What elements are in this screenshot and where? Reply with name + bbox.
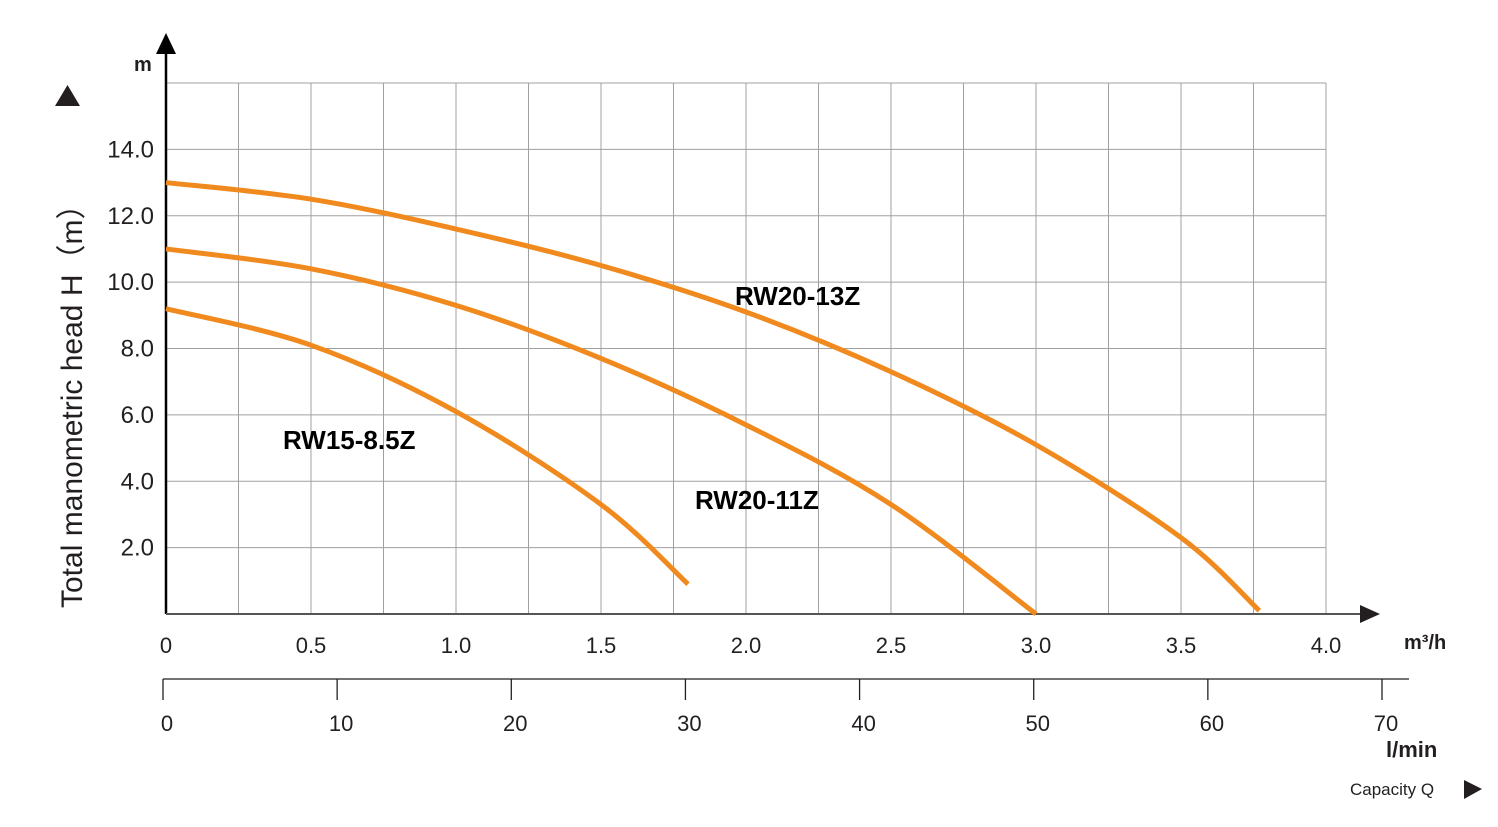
series-label-rw20-13z: RW20-13Z xyxy=(735,281,860,311)
tick-labels: 0 0.5 1.0 1.5 2.0 2.5 3.0 3.5 4.0 0 10 20 30 40 50 60 70… xyxy=(107,136,1398,736)
series-label-rw15-8-5z: RW15-8.5Z xyxy=(283,425,416,455)
x2-tick-label: 0 xyxy=(161,711,173,736)
y-title-arrow-icon xyxy=(55,85,80,106)
x-tick-label: 2.0 xyxy=(731,633,762,658)
y-axis-title: Total manometric head H（m） xyxy=(56,190,89,608)
x-unit-label: m³/h xyxy=(1404,632,1446,654)
x-tick-label: 1.0 xyxy=(441,633,472,658)
y-tick-label: 14.0 xyxy=(107,136,154,163)
x2-tick-label: 60 xyxy=(1200,711,1224,736)
x2-tick-label: 40 xyxy=(851,711,875,736)
x2-tick-label: 10 xyxy=(329,711,353,736)
y-tick-label: 8.0 xyxy=(121,336,154,363)
x-tick-label: 1.5 xyxy=(586,633,617,658)
x2-tick-label: 70 xyxy=(1374,711,1398,736)
x2-tick-label: 50 xyxy=(1025,711,1049,736)
series-label-rw20-11z: RW20-11Z xyxy=(695,485,819,515)
y-tick-label: 6.0 xyxy=(121,402,154,429)
x-tick-label: 4.0 xyxy=(1311,633,1342,658)
series-line-rw15-8-5z xyxy=(165,306,690,586)
x2-unit-label: l/min xyxy=(1386,737,1437,762)
x-axis-title: Capacity Q xyxy=(1350,780,1434,799)
y-tick-label: 2.0 xyxy=(121,535,154,562)
series-line-rw20-13z xyxy=(165,180,1262,613)
y-tick-label: 12.0 xyxy=(107,203,154,230)
x-axis-arrow-icon xyxy=(1360,605,1380,623)
x-title-arrow-icon xyxy=(1464,780,1482,799)
curves xyxy=(165,180,1262,616)
axes xyxy=(156,33,1409,680)
y-tick-label: 10.0 xyxy=(107,269,154,296)
x2-tick-label: 20 xyxy=(503,711,527,736)
x2-tick-label: 30 xyxy=(677,711,701,736)
y-axis-arrow-icon xyxy=(156,33,176,54)
x-tick-label: 0 xyxy=(160,633,172,658)
x-tick-label: 0.5 xyxy=(296,633,327,658)
series-line-rw20-11z xyxy=(165,246,1038,616)
x-tick-label: 3.5 xyxy=(1166,633,1197,658)
x-tick-label: 2.5 xyxy=(876,633,907,658)
grid xyxy=(166,82,1327,614)
y-tick-label: 4.0 xyxy=(121,468,154,495)
x-tick-label: 3.0 xyxy=(1021,633,1052,658)
y-unit-label: m xyxy=(134,54,152,76)
